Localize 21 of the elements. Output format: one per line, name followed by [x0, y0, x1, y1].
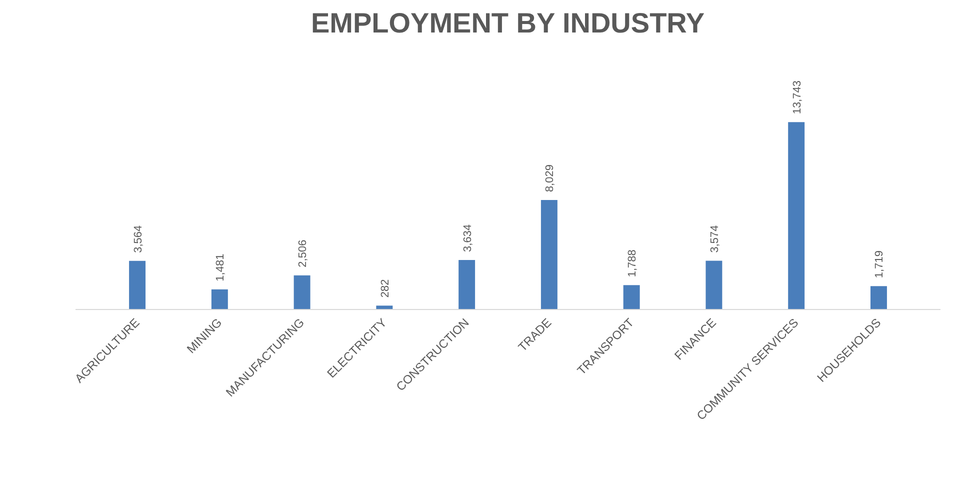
data-label: 1,481: [214, 254, 227, 282]
bar: [706, 260, 722, 310]
bar: [294, 275, 310, 310]
bar: [540, 200, 558, 310]
data-label: 8,029: [544, 164, 556, 192]
bar: [458, 260, 476, 310]
data-label: 2,506: [297, 240, 310, 268]
data-label: 3,634: [462, 224, 474, 252]
data-label: 3,564: [132, 225, 144, 253]
data-label: 1,719: [874, 250, 886, 278]
chart-title: EMPLOYMENT BY INDUSTRY: [310, 8, 705, 38]
bar: [211, 289, 228, 310]
data-label: 3,574: [708, 225, 721, 253]
bar: [623, 285, 640, 310]
bar: [870, 286, 887, 310]
bar: [788, 122, 805, 310]
data-label: 282: [379, 279, 392, 298]
bar: [376, 306, 393, 310]
data-label: 1,788: [626, 250, 639, 278]
bar: [129, 260, 146, 310]
data-label: 13,743: [791, 80, 804, 114]
